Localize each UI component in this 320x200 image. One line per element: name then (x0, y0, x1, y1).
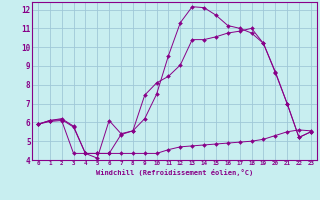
X-axis label: Windchill (Refroidissement éolien,°C): Windchill (Refroidissement éolien,°C) (96, 169, 253, 176)
